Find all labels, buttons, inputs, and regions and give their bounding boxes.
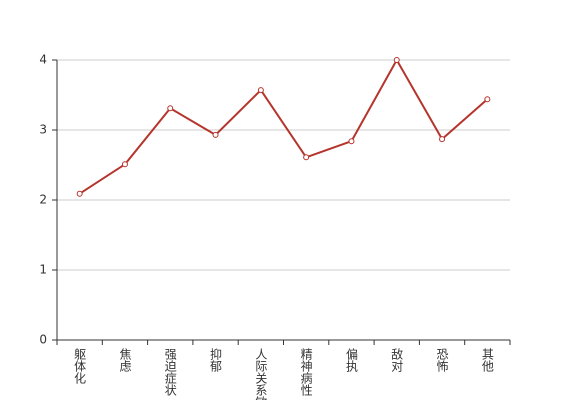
line — [79, 57, 489, 195]
x-tick-label: 强迫症状 — [163, 348, 177, 396]
x-tick-label: 偏执 — [344, 347, 358, 373]
x-tick-label: 敌对 — [390, 347, 404, 372]
x-tick-label: 恐怖 — [435, 348, 449, 372]
y-tick-label: 2 — [39, 193, 47, 207]
x-tick-label: 人际关系敏感 — [254, 348, 268, 400]
point — [76, 190, 83, 197]
point — [393, 57, 400, 63]
x-tick-label: 焦虑 — [118, 348, 132, 372]
x-tick-label: 精神病性 — [299, 348, 313, 397]
point — [303, 154, 310, 161]
x-tick-label: 躯体化 — [73, 347, 87, 385]
point — [257, 87, 264, 94]
x-tick-label: 其他 — [480, 348, 494, 372]
point — [212, 131, 219, 138]
y-tick-label: 3 — [39, 123, 47, 137]
x-tick-label: 抑郁 — [209, 347, 223, 373]
y-tick-label: 1 — [39, 263, 47, 277]
point — [439, 136, 446, 143]
point — [167, 105, 174, 112]
point — [484, 96, 491, 103]
point — [121, 161, 128, 168]
point — [348, 138, 355, 145]
y-tick-label: 4 — [39, 53, 47, 67]
y-tick-label: 0 — [39, 333, 47, 347]
